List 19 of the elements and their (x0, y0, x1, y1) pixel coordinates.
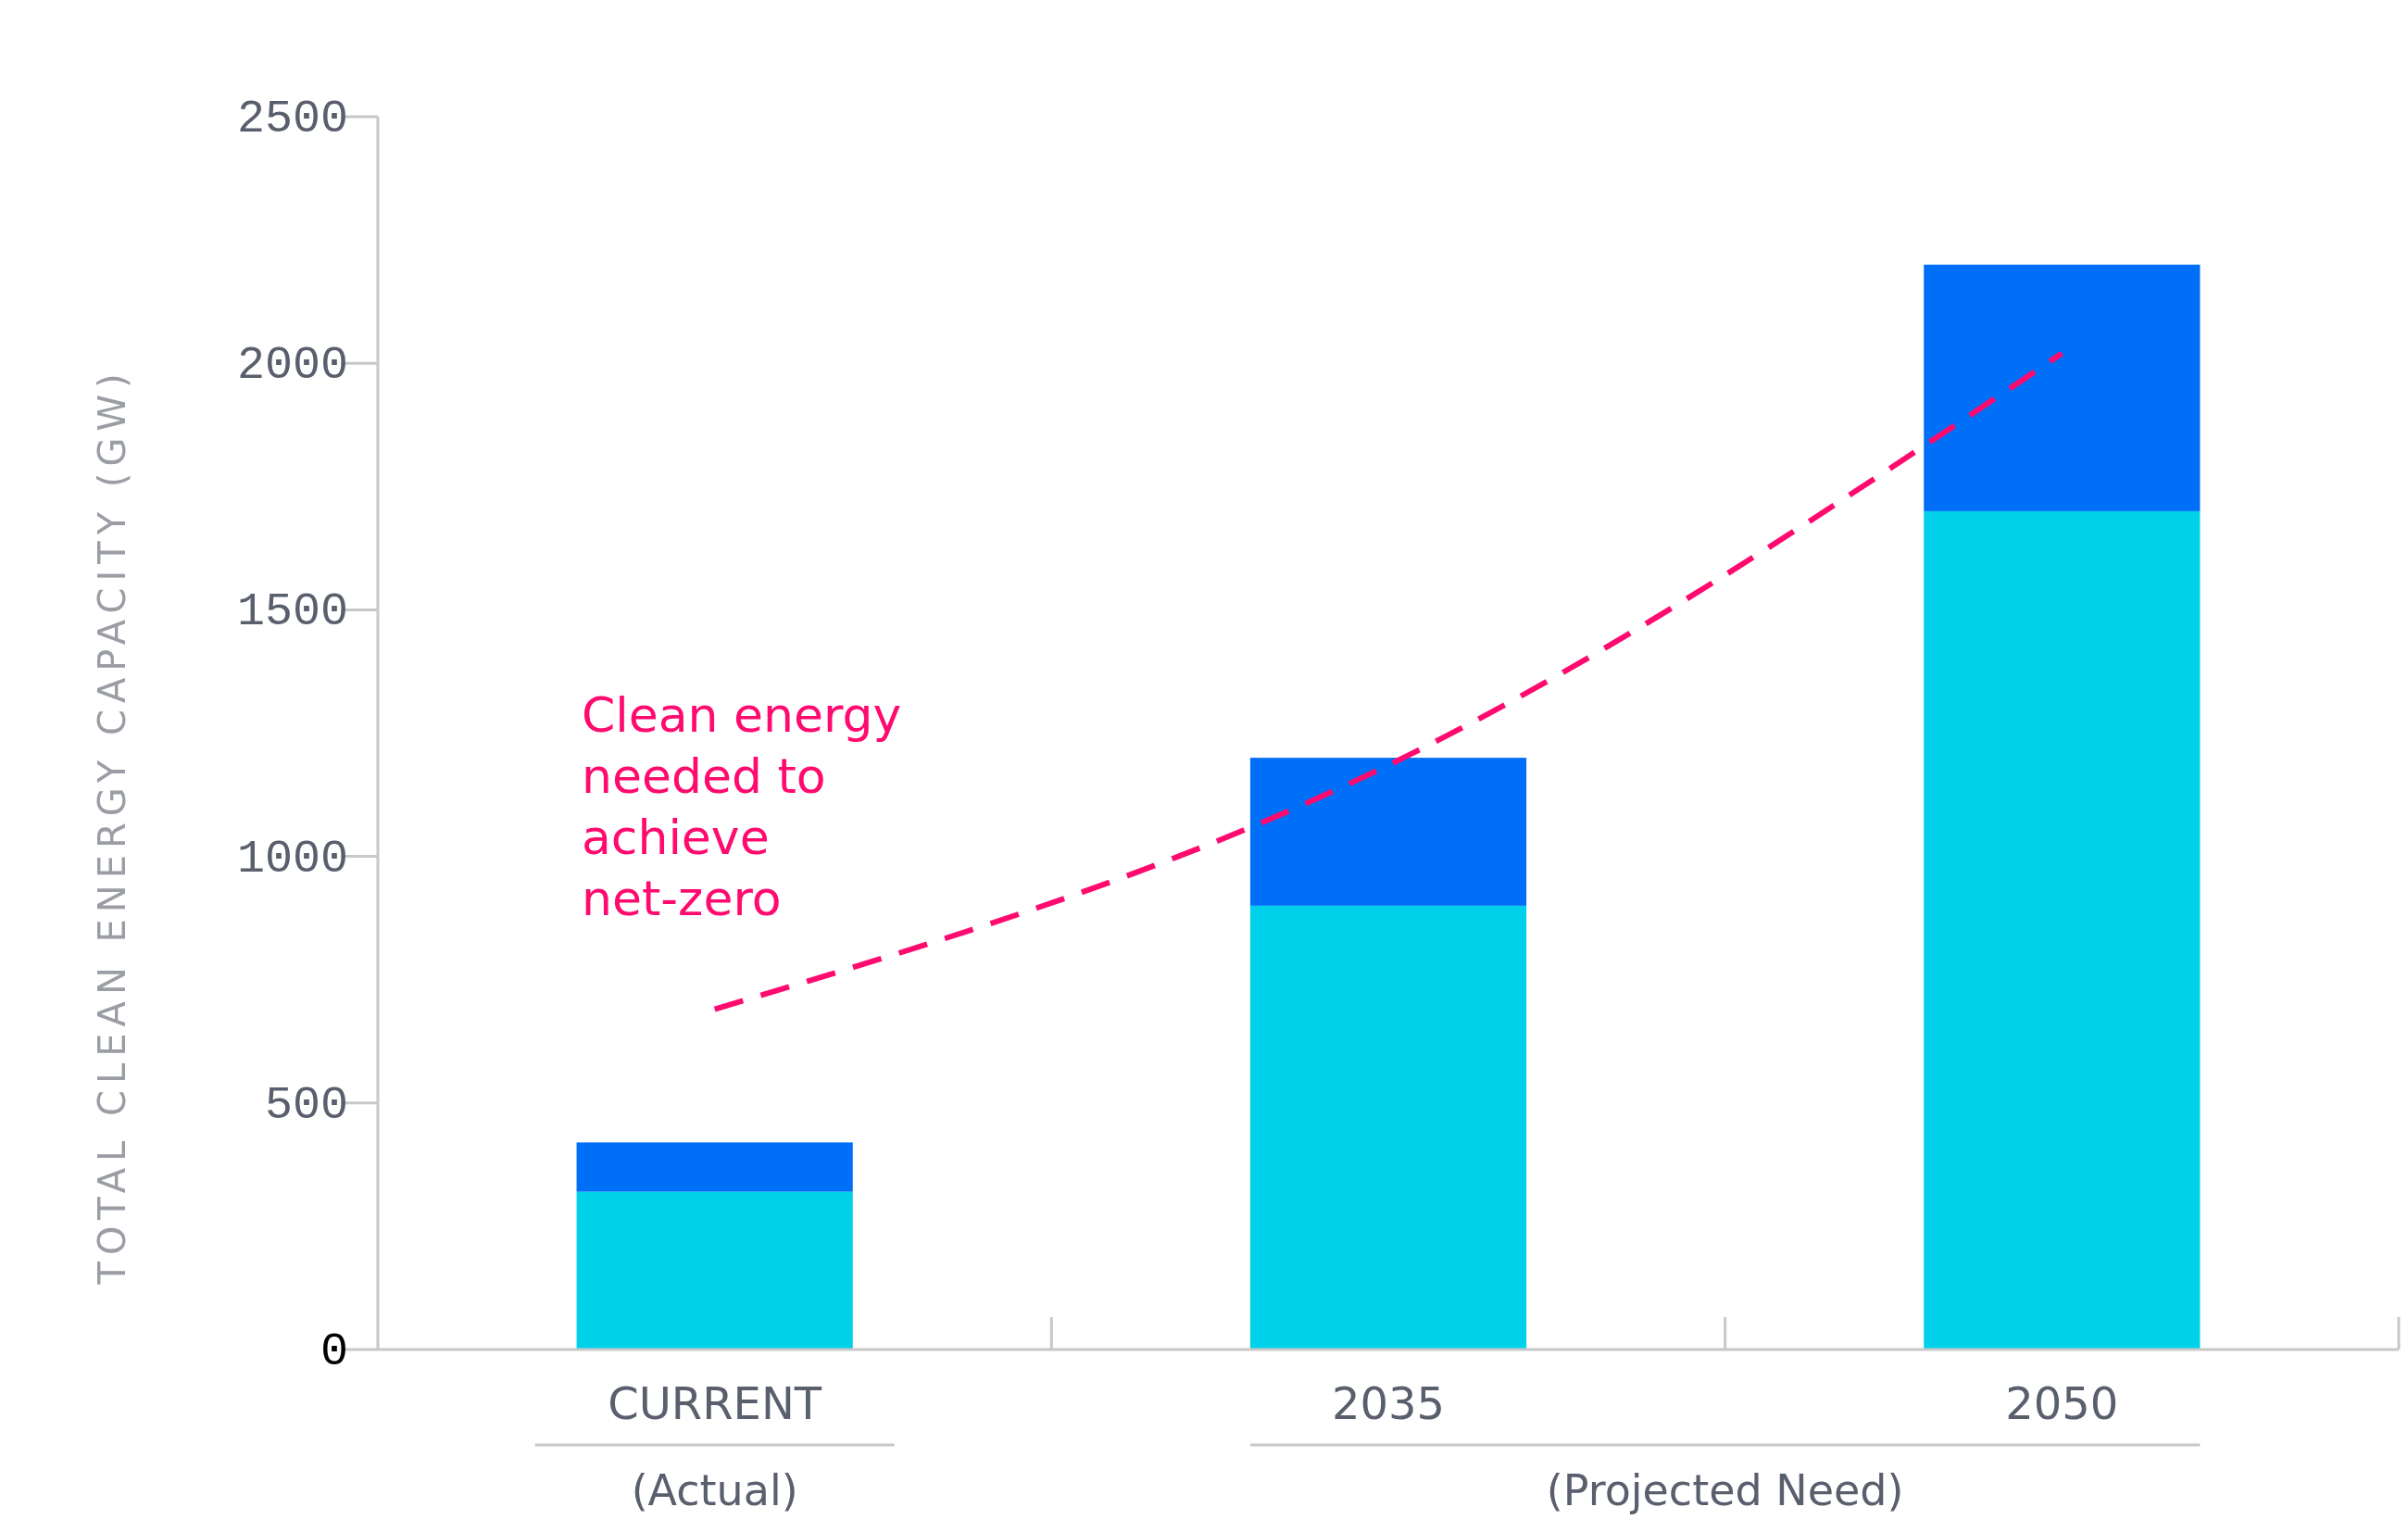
y-tick-label: 2000 (236, 339, 348, 393)
x-tick-label: 2035 (1331, 1377, 1446, 1429)
y-axis-title: TOTAL CLEAN ENERGY CAPACITY (GW) (91, 367, 133, 1286)
x-tick-label: 2050 (2005, 1377, 2119, 1429)
bar (576, 1142, 853, 1192)
bar (576, 1191, 853, 1350)
x-tick-label: CURRENT (608, 1377, 822, 1429)
text: (Actual) (631, 1465, 798, 1515)
bar (1924, 264, 2201, 511)
text: (Projected Need) (1546, 1465, 1904, 1515)
bar (1249, 905, 1527, 1350)
series-label: Clean energy needed to achieve net-zero (582, 687, 902, 926)
bar (1924, 510, 2201, 1350)
y-tick-label: 1000 (236, 832, 348, 885)
y-tick-label: 1500 (236, 585, 348, 639)
bar (1249, 758, 1527, 906)
y-tick-label: 500 (264, 1078, 348, 1132)
y-tick-label: 0 (320, 1325, 348, 1378)
y-tick-label: 2500 (236, 93, 348, 145)
